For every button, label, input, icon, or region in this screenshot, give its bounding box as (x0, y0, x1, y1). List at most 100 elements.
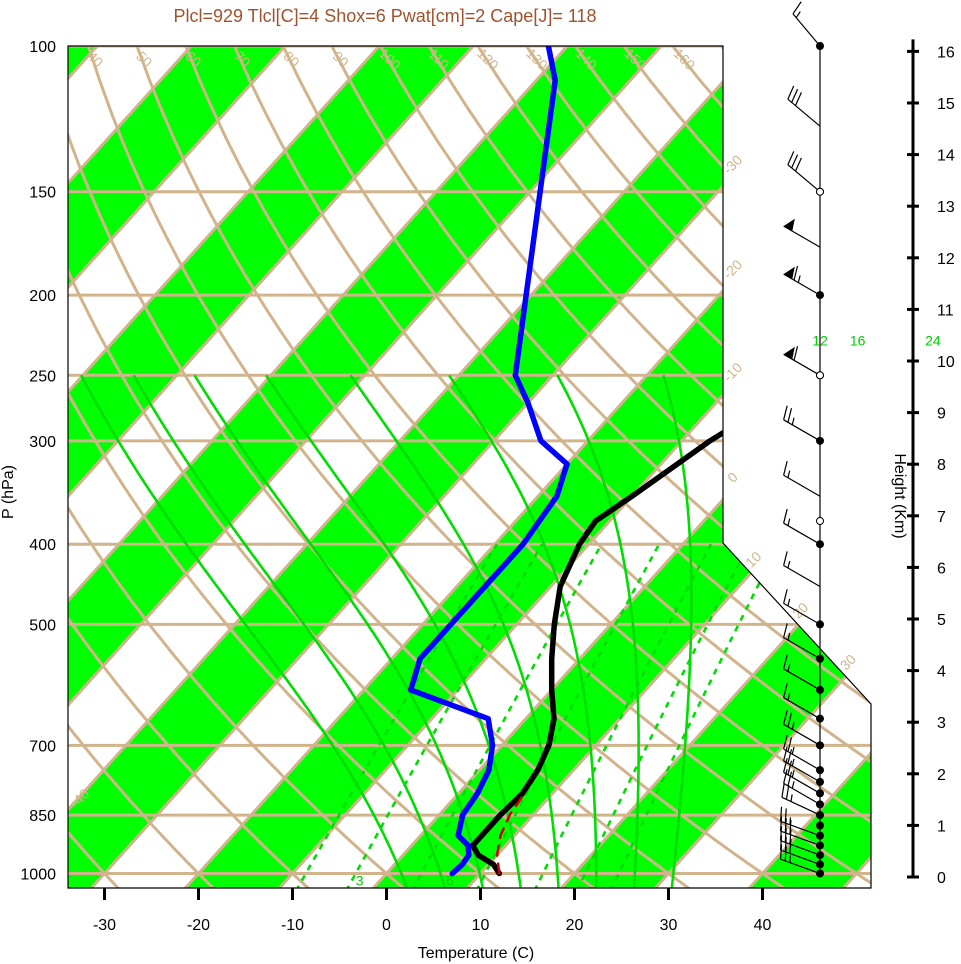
height-level-open (816, 517, 824, 526)
x-tick-label: -10 (281, 917, 304, 934)
moist-adiabat-line (265, 374, 523, 888)
mixing-ratio-line (575, 543, 751, 888)
wind-barb-half (791, 781, 795, 789)
moist-adiabat-line (79, 374, 410, 888)
x-tick-label: 40 (754, 917, 772, 934)
height-tick-label: 3 (937, 715, 946, 732)
height-tick-label: 1 (937, 818, 946, 835)
wind-barb-shaft (783, 771, 821, 794)
height-level-dot (816, 540, 824, 549)
height-level-dot (816, 860, 824, 869)
x-tick-label: -30 (93, 917, 116, 934)
pressure-tick-label: 100 (29, 39, 56, 56)
pressure-tick-label: 500 (29, 617, 56, 634)
moist-adiabat-line (193, 374, 485, 888)
wind-barb-full (793, 346, 799, 361)
wind-barb-full (787, 737, 793, 752)
wind-barb-half (787, 598, 791, 607)
dry-adiabat-line (406, 46, 871, 888)
wind-barb-full (787, 760, 793, 775)
moist-adiabat-line (132, 374, 448, 888)
wind-barb-full (783, 758, 788, 773)
plot-frame (67, 45, 872, 889)
dry-adiabat-line (359, 46, 871, 888)
height-level-dot (816, 851, 824, 860)
wind-barb-shaft (783, 697, 821, 720)
pressure-tick-label: 250 (29, 368, 56, 385)
height-level-open (816, 371, 824, 380)
isotherm-line (68, 46, 227, 888)
y-axis-label: P (hPa) (0, 465, 17, 519)
moist-adiabat-line (349, 374, 560, 888)
mixing-ratio-line (533, 543, 713, 888)
dry-adiabat-line (312, 46, 871, 888)
isotherm-band (731, 46, 871, 888)
isotherm-line (68, 46, 415, 888)
pressure-tick-label: 400 (29, 537, 56, 554)
dry-adiabat-line (68, 46, 235, 888)
isotherm-line (68, 46, 509, 888)
wind-barb-half (791, 417, 795, 425)
wind-barb-full (787, 771, 793, 787)
height-level-dot (816, 654, 824, 663)
wind-barbs (779, 1, 824, 878)
wind-barb-shaft (783, 565, 821, 588)
x-tick-label: 30 (660, 917, 678, 934)
pressure-tick-label: 1000 (20, 867, 56, 884)
x-tick-label: 0 (382, 917, 391, 934)
wind-barb-shaft (783, 522, 821, 545)
wind-barb-shaft (783, 602, 821, 625)
isotherm-label: 0 (724, 469, 741, 486)
wind-barb-half (795, 11, 801, 18)
dry-adiabat-line (217, 46, 871, 888)
wind-barb-full (794, 92, 802, 106)
wind-barb-half (791, 746, 795, 755)
wind-barb-full (783, 405, 788, 420)
wind-barb-full (787, 712, 793, 727)
moist-adiabat-label: 16 (850, 332, 866, 348)
isotherm-band (68, 46, 508, 888)
wind-barb-shaft (783, 760, 821, 783)
dry-adiabat-line (170, 46, 871, 888)
wind-barb-shaft (780, 849, 821, 865)
wind-barb-full (783, 508, 788, 524)
wind-barb-half (790, 794, 793, 802)
height-level-dot (816, 841, 824, 850)
height-tick-label: 12 (937, 251, 955, 268)
pressure-tick-label: 850 (29, 808, 56, 825)
wind-barb-full (783, 769, 788, 784)
x-axis-label: Temperature (C) (418, 945, 534, 962)
wind-barb-half (787, 664, 791, 672)
height-level-dot (816, 869, 824, 878)
wind-barb-full (781, 782, 785, 798)
mixing-ratio-label: 6 (446, 873, 454, 889)
isotherm-line (636, 46, 871, 888)
wind-barb-full (783, 654, 788, 670)
height-level-dot (816, 789, 824, 798)
wind-barb-half (789, 855, 792, 863)
height-level-dot (816, 777, 824, 786)
wind-barb-full (789, 819, 792, 835)
wind-barb-shaft (792, 13, 821, 47)
height-tick-label: 16 (937, 44, 955, 61)
height-level-dot (816, 811, 824, 820)
wind-barb-full (794, 157, 802, 172)
wind-barb-full (793, 265, 799, 281)
wind-barb-shaft (783, 723, 821, 746)
isotherm-band (68, 46, 696, 888)
height-tick-label: 8 (937, 457, 946, 474)
moist-adiabat-line (448, 374, 598, 888)
sounding-series (407, 46, 871, 877)
wind-barb-shaft (783, 637, 821, 660)
isotherm-line (260, 46, 871, 888)
height-tick-label: 6 (937, 560, 946, 577)
isotherm-line (730, 46, 871, 888)
moist-adiabat-label: 24 (925, 332, 941, 348)
temperature-line (470, 46, 871, 877)
wind-barb-shaft (783, 748, 821, 771)
height-tick-label: 11 (937, 302, 954, 319)
dry-adiabat-line (68, 46, 331, 888)
wind-barb-full (789, 829, 792, 845)
mixing-ratio-line (609, 543, 781, 888)
wind-barb-shaft (781, 796, 821, 816)
